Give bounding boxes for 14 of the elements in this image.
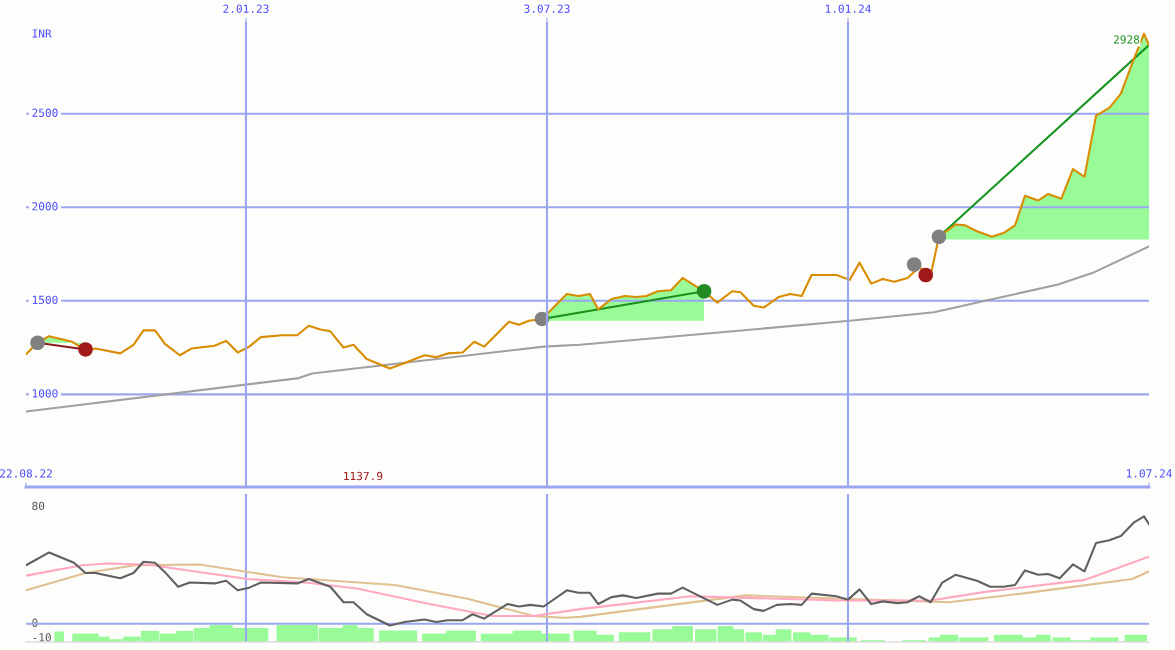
x-tick-label: 1.07.24	[1126, 469, 1172, 478]
y-tick-label: -10	[33, 633, 51, 642]
y-tick-label: 2500	[32, 108, 58, 117]
annotation: 2928	[1113, 35, 1140, 44]
y-tick-label: 2000	[32, 202, 58, 211]
x2-tick-label: 3.07.23	[524, 4, 570, 13]
x-tick-label: 22.08.22	[0, 469, 52, 478]
x2-tick-label: 1.01.24	[825, 4, 871, 13]
x2-tick-label: 2.01.23	[223, 4, 269, 13]
y-tick-label: 1000	[32, 389, 58, 398]
y-tick-label: 80	[32, 501, 45, 511]
y-tick-label: 1500	[32, 295, 58, 305]
y-axis-title: INR	[32, 29, 52, 38]
annotation: 1137.9	[344, 471, 383, 481]
